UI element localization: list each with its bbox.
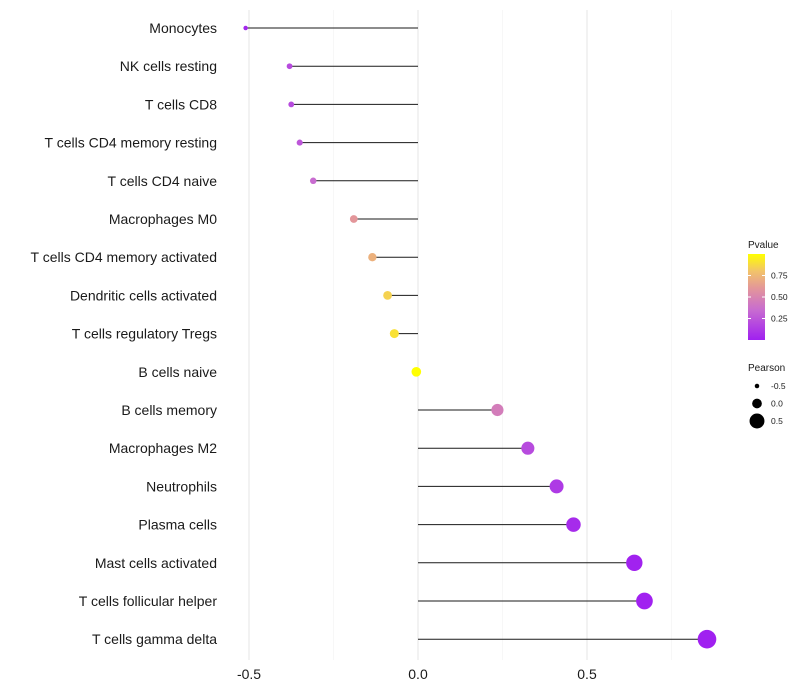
category-label: Macrophages M0 <box>109 211 217 227</box>
data-point <box>626 554 643 571</box>
pvalue-colorbar-ticks: 0.75 0.50 0.25 <box>748 271 788 324</box>
category-label: B cells naive <box>138 364 217 380</box>
category-label: NK cells resting <box>120 58 217 74</box>
size-legend-dot <box>749 413 765 429</box>
category-label: T cells CD4 memory activated <box>31 249 217 265</box>
data-point <box>349 215 358 223</box>
category-label: B cells memory <box>121 402 217 418</box>
data-point <box>368 253 377 262</box>
colorbar-tick-label: 0.25 <box>771 314 788 324</box>
x-tick-label: 0.5 <box>577 666 597 682</box>
size-legend-label: -0.5 <box>771 381 786 391</box>
category-label: T cells CD4 naive <box>108 173 218 189</box>
data-point <box>288 101 295 108</box>
data-point <box>309 177 317 185</box>
data-point <box>411 366 422 377</box>
category-label: T cells follicular helper <box>79 593 218 609</box>
category-label: Monocytes <box>149 20 217 36</box>
data-point <box>521 441 535 455</box>
size-legend-dot <box>754 383 760 389</box>
category-label: Mast cells activated <box>95 555 217 571</box>
category-label: Dendritic cells activated <box>70 287 217 303</box>
data-point <box>286 63 293 70</box>
category-label: T cells regulatory Tregs <box>72 326 217 342</box>
data-point <box>383 291 392 300</box>
x-tick-label: 0.0 <box>408 666 428 682</box>
category-labels: Monocytes NK cells resting T cells CD8 T ce… <box>31 20 218 647</box>
data-point <box>389 329 399 339</box>
size-legend-label: 0.5 <box>771 416 783 426</box>
category-label: Macrophages M2 <box>109 440 217 456</box>
legend: Pvalue 0.75 0.50 0.25 Pearson -0.5 0.0 0.5 <box>748 240 788 429</box>
colorbar-tick-label: 0.75 <box>771 271 788 281</box>
pvalue-legend: Pvalue 0.75 0.50 0.25 <box>748 240 788 340</box>
points <box>243 25 717 649</box>
grid <box>248 10 672 660</box>
pvalue-legend-title: Pvalue <box>748 240 779 251</box>
data-point <box>549 479 564 494</box>
size-legend-label: 0.0 <box>771 399 783 409</box>
x-axis-ticks: -0.5 0.0 0.5 <box>237 666 597 682</box>
stems <box>245 27 707 640</box>
data-point <box>296 139 303 146</box>
category-label: T cells CD4 memory resting <box>45 135 217 151</box>
data-point <box>697 629 717 649</box>
size-legend-dot <box>752 398 762 409</box>
data-point <box>243 25 248 31</box>
category-label: Plasma cells <box>138 517 217 533</box>
pearson-legend-title: Pearson <box>748 363 785 374</box>
data-point <box>491 403 504 417</box>
category-label: Neutrophils <box>146 478 217 494</box>
pearson-legend: Pearson -0.5 0.0 0.5 <box>748 363 786 429</box>
data-point <box>566 517 581 532</box>
category-label: T cells gamma delta <box>92 631 217 647</box>
pvalue-colorbar <box>748 254 765 340</box>
data-point <box>636 592 653 610</box>
pearson-legend-items: -0.5 0.0 0.5 <box>749 381 786 429</box>
colorbar-tick-label: 0.50 <box>771 292 788 302</box>
x-tick-label: -0.5 <box>237 666 261 682</box>
category-label: T cells CD8 <box>145 96 217 112</box>
